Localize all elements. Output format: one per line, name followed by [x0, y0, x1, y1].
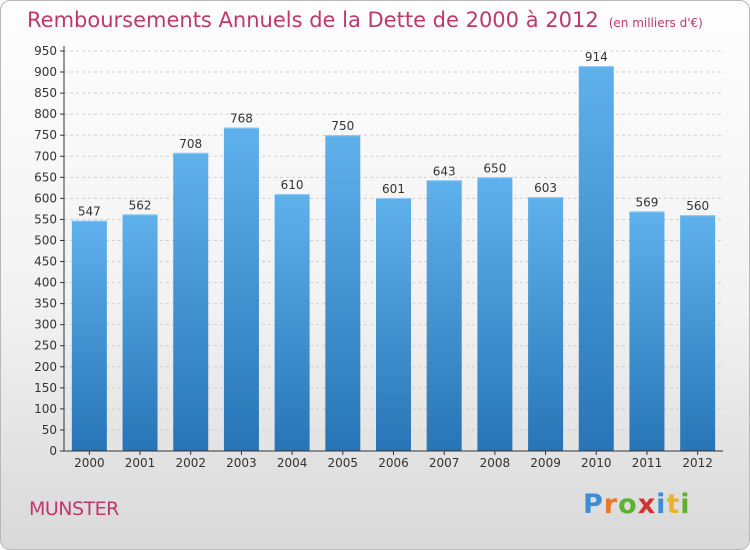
chart-title: Remboursements Annuels de la Dette de 20… [27, 8, 703, 32]
y-tick-label: 650 [34, 170, 57, 184]
bar [325, 135, 361, 452]
data-label: 708 [179, 137, 202, 151]
bar [173, 152, 209, 452]
data-label: 610 [281, 178, 304, 192]
bar [629, 211, 665, 451]
bar [122, 214, 158, 451]
bar [578, 66, 614, 451]
bar [477, 177, 513, 451]
x-tick-label: 2012 [682, 456, 713, 470]
data-label: 560 [686, 199, 709, 213]
y-tick-label: 900 [34, 65, 57, 79]
data-label: 750 [331, 119, 354, 133]
x-tick-label: 2009 [530, 456, 561, 470]
y-tick-label: 200 [34, 360, 57, 374]
x-tick-label: 2011 [632, 456, 663, 470]
data-label: 562 [129, 198, 152, 212]
x-tick-label: 2008 [480, 456, 511, 470]
unit-note: (en milliers d'€) [608, 16, 703, 30]
bar [274, 194, 310, 451]
y-tick-label: 350 [34, 297, 57, 311]
data-label: 601 [382, 182, 405, 196]
y-tick-label: 400 [34, 276, 57, 290]
y-tick-label: 150 [34, 381, 57, 395]
data-label: 768 [230, 112, 253, 126]
bar [223, 127, 259, 451]
title-text: Remboursements Annuels de la Dette de 20… [27, 8, 599, 32]
y-tick-label: 750 [34, 128, 57, 142]
data-label: 650 [483, 161, 506, 175]
data-label: 643 [433, 164, 456, 178]
y-tick-label: 600 [34, 191, 57, 205]
data-label: 603 [534, 181, 557, 195]
y-tick-label: 50 [42, 423, 57, 437]
y-tick-label: 0 [49, 444, 57, 458]
x-tick-label: 2004 [277, 456, 308, 470]
y-tick-label: 550 [34, 212, 57, 226]
y-tick-label: 100 [34, 402, 57, 416]
data-label: 547 [78, 205, 101, 219]
bar [376, 197, 411, 451]
y-tick-label: 800 [34, 107, 57, 121]
y-tick-label: 300 [34, 318, 57, 332]
x-tick-label: 2006 [378, 456, 409, 470]
y-tick-label: 450 [34, 255, 57, 269]
x-tick-label: 2007 [429, 456, 460, 470]
bar [528, 197, 564, 451]
bar [680, 215, 716, 451]
y-tick-label: 850 [34, 86, 57, 100]
x-tick-label: 2010 [581, 456, 612, 470]
x-tick-label: 2003 [226, 456, 257, 470]
data-label: 569 [636, 195, 659, 209]
y-tick-label: 700 [34, 149, 57, 163]
x-tick-label: 2001 [125, 456, 156, 470]
bars [71, 66, 716, 452]
y-tick-label: 250 [34, 339, 57, 353]
city-name: MUNSTER [29, 498, 119, 520]
x-tick-label: 2005 [328, 456, 359, 470]
axes [60, 46, 723, 455]
bar [426, 180, 462, 451]
y-tick-label: 950 [34, 44, 57, 58]
x-tick-label: 2000 [74, 456, 105, 470]
y-tick-label: 500 [34, 233, 57, 247]
labels: 0 50 100 150 200 250 300 350 400 450 500 550 600 650 7… [34, 44, 713, 470]
bar [71, 220, 107, 451]
x-tick-label: 2002 [175, 456, 206, 470]
proxiti-logo: Proxiti [583, 489, 691, 520]
data-label: 914 [585, 50, 608, 64]
